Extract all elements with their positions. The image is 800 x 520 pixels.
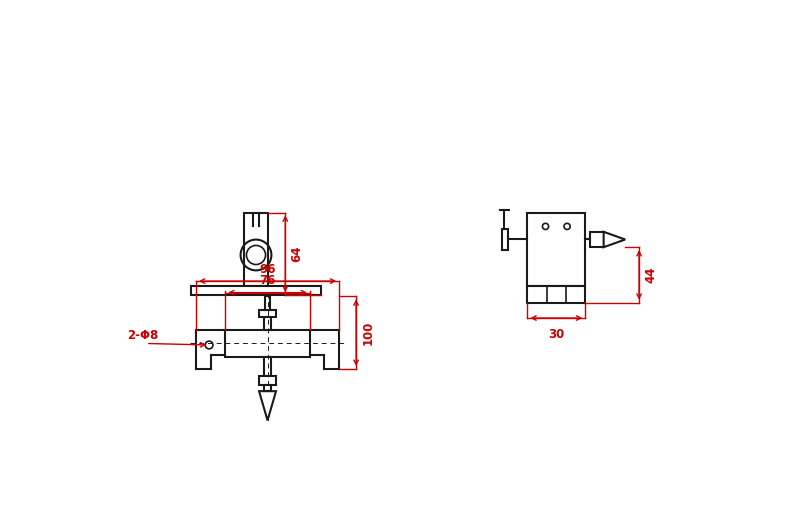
Bar [266,296,270,310]
Bar [527,285,585,303]
Bar [244,213,268,285]
Bar [527,213,585,285]
Bar [190,285,322,295]
Bar [226,330,310,357]
Polygon shape [604,232,626,247]
Text: 96: 96 [259,263,276,276]
Bar [502,229,508,250]
Text: 64: 64 [290,245,304,262]
Bar [264,357,271,376]
Text: 44: 44 [645,267,658,283]
Text: 2-Φ8: 2-Φ8 [127,329,158,342]
Bar [264,317,271,330]
Bar [259,376,276,385]
Polygon shape [259,391,276,421]
Bar [264,385,271,391]
Text: 30: 30 [548,328,565,341]
Bar [590,232,604,247]
Bar [259,310,276,317]
Text: 76: 76 [259,274,276,287]
Text: 100: 100 [362,320,374,345]
